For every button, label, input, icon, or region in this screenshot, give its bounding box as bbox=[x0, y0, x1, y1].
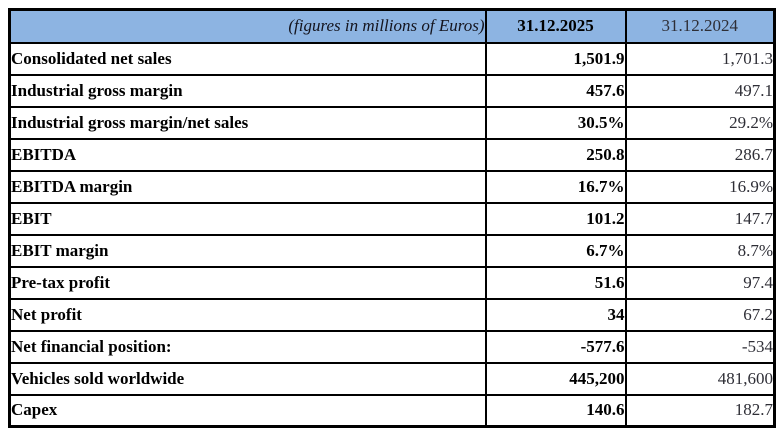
value-2025: 250.8 bbox=[484, 137, 627, 172]
value-2025: 457.6 bbox=[484, 73, 627, 108]
row-label: Industrial gross margin/net sales bbox=[8, 105, 487, 140]
header-col-2025: 31.12.2025 bbox=[484, 8, 627, 44]
value-2024: 481,600 bbox=[624, 361, 776, 396]
row-label: EBIT bbox=[8, 201, 487, 236]
value-2025: 445,200 bbox=[484, 361, 627, 396]
table-row: EBIT 101.2 147.7 bbox=[8, 201, 776, 236]
table-row: EBITDA margin 16.7% 16.9% bbox=[8, 169, 776, 204]
header-units-label: (figures in millions of Euros) bbox=[8, 8, 487, 44]
table-row: Pre-tax profit 51.6 97.4 bbox=[8, 265, 776, 300]
table-row: Industrial gross margin 457.6 497.1 bbox=[8, 73, 776, 108]
row-label: Pre-tax profit bbox=[8, 265, 487, 300]
table-row: Capex 140.6 182.7 bbox=[8, 393, 776, 428]
value-2025: 34 bbox=[484, 297, 627, 332]
table-row: Net profit 34 67.2 bbox=[8, 297, 776, 332]
row-label: Capex bbox=[8, 393, 487, 428]
value-2025: -577.6 bbox=[484, 329, 627, 364]
value-2024: 497.1 bbox=[624, 73, 776, 108]
value-2024: 147.7 bbox=[624, 201, 776, 236]
value-2024: 67.2 bbox=[624, 297, 776, 332]
row-label: EBITDA bbox=[8, 137, 487, 172]
row-label: EBIT margin bbox=[8, 233, 487, 268]
value-2024: 182.7 bbox=[624, 393, 776, 428]
value-2025: 101.2 bbox=[484, 201, 627, 236]
row-label: EBITDA margin bbox=[8, 169, 487, 204]
table-row: Net financial position: -577.6 -534 bbox=[8, 329, 776, 364]
value-2024: 29.2% bbox=[624, 105, 776, 140]
table-row: Vehicles sold worldwide 445,200 481,600 bbox=[8, 361, 776, 396]
table-row: EBIT margin 6.7% 8.7% bbox=[8, 233, 776, 268]
value-2024: 97.4 bbox=[624, 265, 776, 300]
value-2024: -534 bbox=[624, 329, 776, 364]
value-2024: 286.7 bbox=[624, 137, 776, 172]
value-2024: 8.7% bbox=[624, 233, 776, 268]
value-2025: 1,501.9 bbox=[484, 41, 627, 76]
table-row: Consolidated net sales 1,501.9 1,701.3 bbox=[8, 41, 776, 76]
header-col-2024: 31.12.2024 bbox=[624, 8, 776, 44]
row-label: Consolidated net sales bbox=[8, 41, 487, 76]
table-header-row: (figures in millions of Euros) 31.12.202… bbox=[8, 8, 776, 44]
value-2024: 16.9% bbox=[624, 169, 776, 204]
value-2025: 6.7% bbox=[484, 233, 627, 268]
row-label: Net financial position: bbox=[8, 329, 487, 364]
financial-summary-table: (figures in millions of Euros) 31.12.202… bbox=[8, 8, 776, 428]
value-2025: 30.5% bbox=[484, 105, 627, 140]
row-label: Net profit bbox=[8, 297, 487, 332]
value-2025: 51.6 bbox=[484, 265, 627, 300]
table-row: EBITDA 250.8 286.7 bbox=[8, 137, 776, 172]
value-2025: 140.6 bbox=[484, 393, 627, 428]
value-2024: 1,701.3 bbox=[624, 41, 776, 76]
row-label: Vehicles sold worldwide bbox=[8, 361, 487, 396]
table-row: Industrial gross margin/net sales 30.5% … bbox=[8, 105, 776, 140]
value-2025: 16.7% bbox=[484, 169, 627, 204]
row-label: Industrial gross margin bbox=[8, 73, 487, 108]
